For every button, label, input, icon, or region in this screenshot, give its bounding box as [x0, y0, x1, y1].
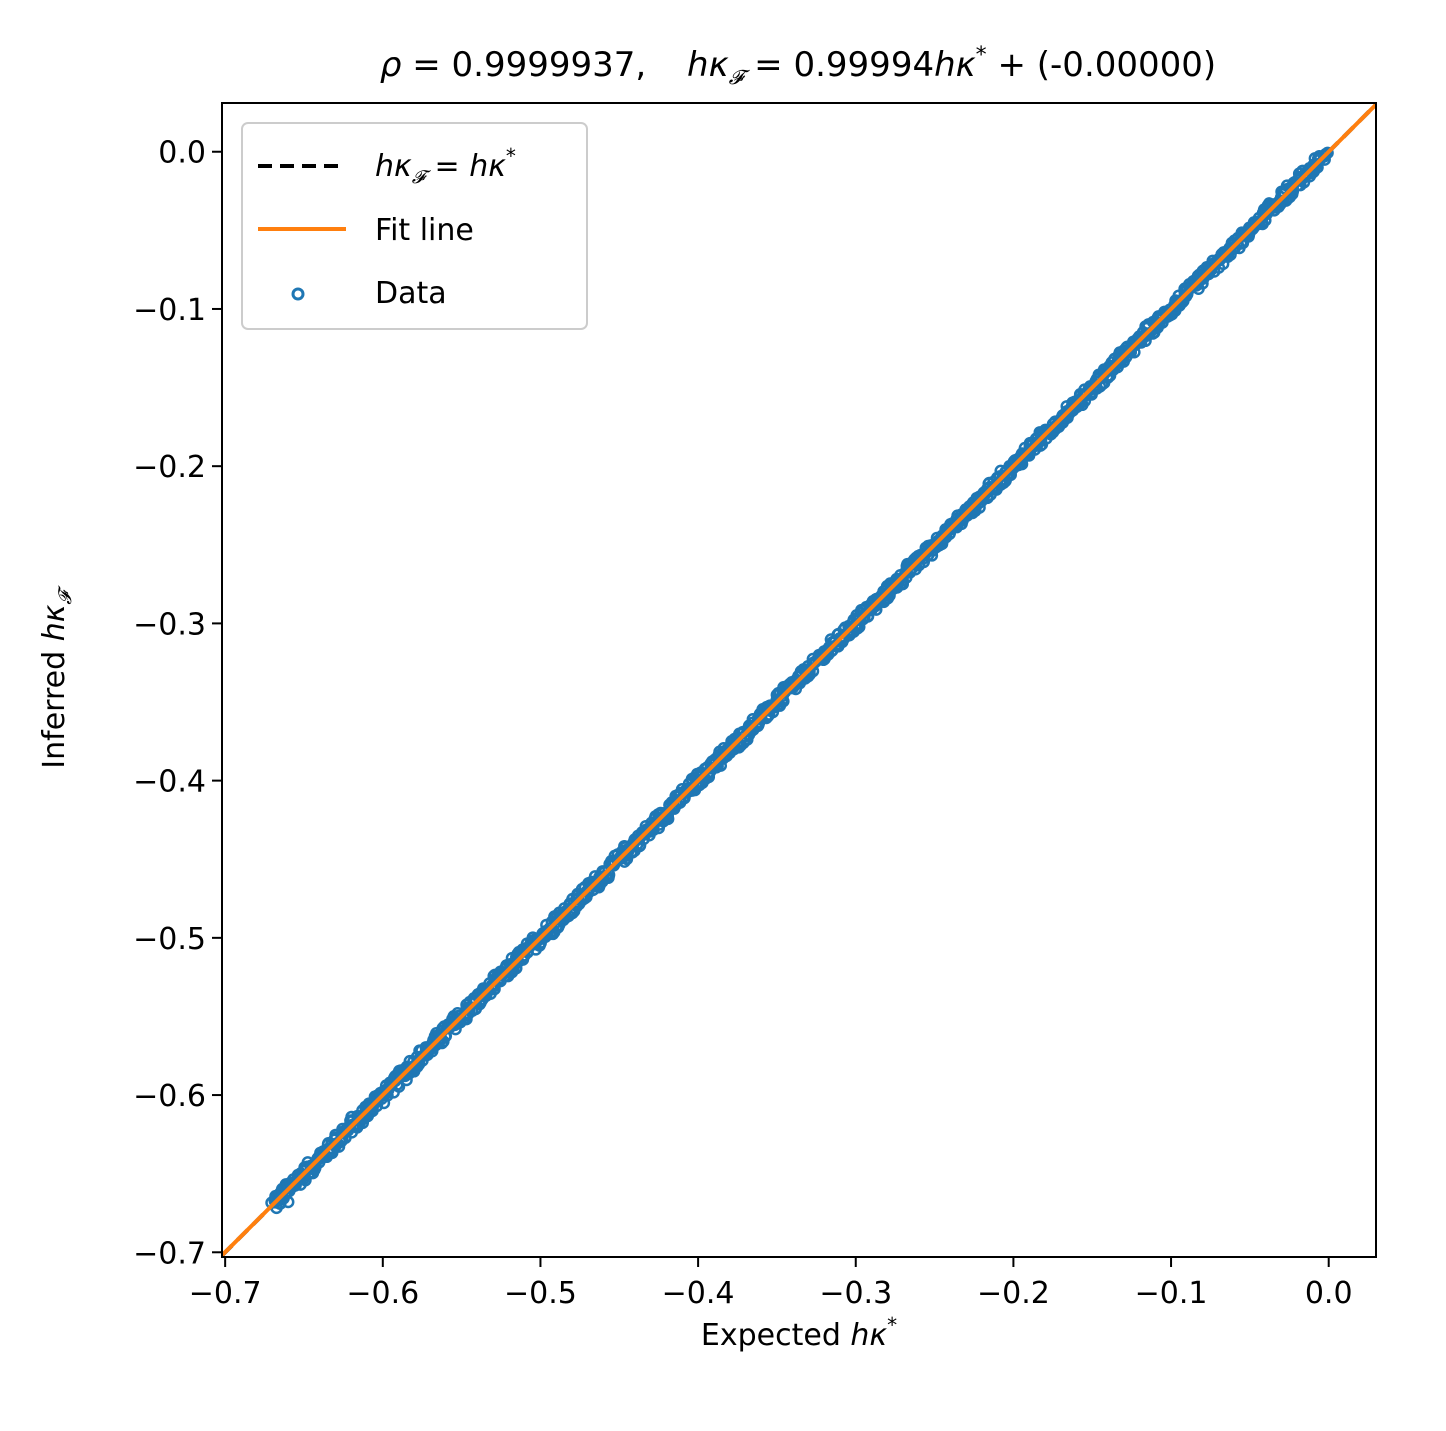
legend-swatch-data — [291, 287, 305, 301]
title-fit-middle: = 0.99994 — [743, 45, 934, 85]
data-point — [1033, 434, 1047, 447]
y-axis-label-sub: 𝓕 — [55, 585, 76, 605]
x-axis-label-var: hκ — [850, 1318, 887, 1353]
title-fit-sup: * — [976, 43, 987, 68]
data-point — [281, 1195, 295, 1209]
y-tick-label: −0.2 — [133, 450, 206, 485]
y-tick-label: −0.4 — [133, 765, 206, 800]
legend-label-data: Data — [375, 276, 447, 311]
x-tick-label: −0.1 — [1135, 1276, 1208, 1311]
x-axis-ticks: −0.7 −0.6 −0.5 −0.4 −0.3 −0.2 −0.1 0.0 — [189, 1257, 1353, 1311]
legend: hκ𝓕 = hκ* Fit line Data — [241, 122, 588, 330]
legend-ref-var: hκ — [375, 149, 412, 184]
y-axis-label: Inferred hκ𝓕 — [37, 585, 76, 769]
x-tick-label: −0.2 — [977, 1276, 1050, 1311]
y-axis-label-text: Inferred — [37, 641, 72, 768]
x-tick-label: −0.6 — [346, 1276, 419, 1311]
x-tick-label: −0.7 — [189, 1276, 262, 1311]
plot-frame — [221, 102, 1377, 1258]
y-tick-label: −0.5 — [133, 922, 206, 957]
x-tick-label: 0.0 — [1305, 1276, 1353, 1311]
y-tick-label: 0.0 — [158, 136, 206, 171]
y-axis-label-var: hκ — [37, 604, 72, 641]
x-tick-label: −0.5 — [504, 1276, 577, 1311]
y-axis-ticks: 0.0 −0.1 −0.2 −0.3 −0.4 −0.5 −0.6 −0.7 — [133, 136, 222, 1271]
y-tick-label: −0.1 — [133, 293, 206, 328]
x-axis-label-text: Expected — [701, 1318, 851, 1353]
legend-label-fit: Fit line — [375, 213, 474, 248]
y-tick-label: −0.7 — [133, 1236, 206, 1271]
y-tick-label: −0.3 — [133, 607, 206, 642]
legend-box — [241, 122, 588, 330]
legend-label-reference: hκ𝓕 = hκ* — [375, 144, 516, 188]
legend-ref-eq: = — [425, 149, 469, 184]
x-tick-label: −0.4 — [662, 1276, 735, 1311]
y-tick-label: −0.6 — [133, 1079, 206, 1114]
fit-line — [222, 103, 1376, 1257]
title-fit-prefix: hκ — [687, 45, 729, 85]
data-point — [1321, 146, 1334, 160]
legend-ref-var2: hκ — [469, 149, 506, 184]
fit-line-layer — [222, 103, 1376, 1257]
x-axis-label-sup: * — [887, 1313, 897, 1337]
chart-title: ρ = 0.9999937, hκ𝓕 = 0.99994hκ* + (-0.00… — [380, 43, 1216, 89]
title-rho-symbol: ρ — [380, 45, 402, 85]
x-axis-label: Expected hκ* — [701, 1313, 897, 1353]
title-fit-suffix: + (-0.00000) — [987, 45, 1217, 85]
title-fit-var: hκ — [934, 45, 976, 85]
x-tick-label: −0.3 — [819, 1276, 892, 1311]
title-rho-value: = 0.9999937, — [412, 45, 646, 85]
legend-ref-sup: * — [506, 144, 516, 168]
